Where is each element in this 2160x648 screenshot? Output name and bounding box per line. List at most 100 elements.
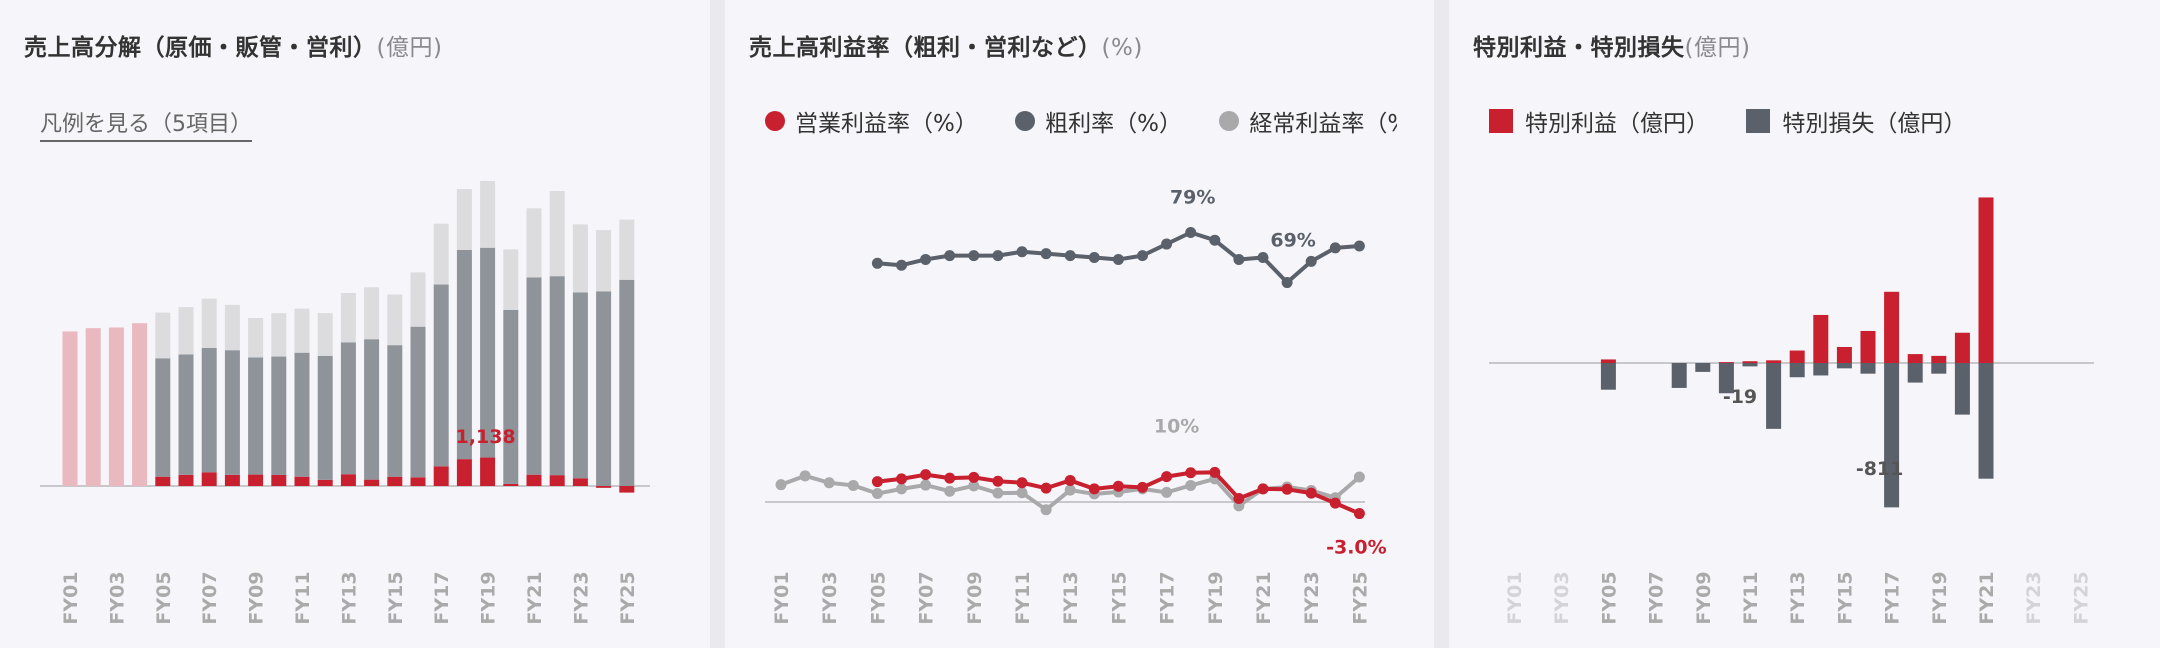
show-legend-link[interactable]: 凡例を見る（5項目） <box>40 106 252 142</box>
x-tick-label: FY19 <box>1205 571 1227 624</box>
ordinary-margin-point <box>920 479 932 491</box>
gross-margin-point <box>1185 227 1197 238</box>
revenue-bar <box>85 328 101 486</box>
operating-margin-point <box>992 475 1004 487</box>
operating-margin-point <box>1161 471 1173 483</box>
operating-margin-point <box>896 473 907 485</box>
x-tick-label: FY21 <box>1253 571 1275 624</box>
special-loss-bar <box>1789 363 1805 378</box>
special-gain-bar <box>1718 362 1734 363</box>
operating-margin-point <box>1281 483 1293 495</box>
sga-bar <box>364 339 380 480</box>
ordinary-margin-point <box>944 485 956 497</box>
revenue-chart: 1,138 FY01 FY03 FY05 FY07 FY09 FY11 FY13 FY15 FY1… <box>40 180 650 625</box>
gross-margin-point <box>1137 250 1148 262</box>
x-tick-label: FY15 <box>1834 571 1856 624</box>
x-tick-label: FY03 <box>106 571 128 624</box>
ordinary-margin-point <box>1185 479 1197 491</box>
special-gain-bar <box>1884 291 1900 363</box>
special-loss-bar <box>1931 363 1947 374</box>
x-tick-label: FY05 <box>153 571 175 624</box>
cost-bar <box>317 313 333 356</box>
x-tick-label: FY23 <box>570 571 592 624</box>
ordinary-margin-point <box>1353 471 1365 483</box>
special-loss-bar <box>1718 363 1734 394</box>
operating-margin-point <box>1233 493 1245 505</box>
margin-legend: 営業利益率（%） 粗利率（%） 経常利益率（%） <box>765 104 1397 138</box>
x-tick-label: FY01 <box>60 571 82 624</box>
gross-margin-point <box>1353 240 1365 252</box>
gross-margin-point <box>944 250 956 262</box>
x-tick-label: FY07 <box>916 571 938 624</box>
cost-bar <box>364 287 380 340</box>
sga-bar <box>201 347 217 473</box>
special-loss-bar <box>1954 363 1970 415</box>
operating-margin-point <box>1209 466 1221 478</box>
unit-label: (億円) <box>1684 35 1751 61</box>
special-gain-bar <box>1931 355 1947 363</box>
x-tick-label: FY13 <box>338 571 360 624</box>
cost-bar <box>503 249 519 310</box>
sga-bar <box>294 352 310 477</box>
operating-profit-bar <box>549 475 565 486</box>
x-tick-label: FY23 <box>2023 571 2045 624</box>
legend-item-special-loss[interactable]: 特別損失（億円） <box>1746 104 1966 138</box>
gross-margin-point <box>1257 252 1269 264</box>
cost-bar <box>456 189 472 250</box>
special-loss-bar <box>1907 363 1923 383</box>
special-loss-bar <box>1766 363 1782 429</box>
gross-margin-point <box>1305 255 1317 267</box>
special-items-panel: 特別利益・特別損失(億円) 特別利益（億円） 特別損失（億円） -19 -811 F… <box>1449 0 2160 648</box>
margin-chart: 79% 69% 10% -3.0% FY01 FY03 FY05 FY07 FY09 FY11 FY… <box>765 187 1387 625</box>
sga-bar <box>224 350 240 475</box>
legend-item-special-gain[interactable]: 特別利益（億円） <box>1489 104 1709 138</box>
x-tick-label: FY17 <box>431 571 453 624</box>
cost-bar <box>433 223 449 285</box>
legend-item-gross-margin[interactable]: 粗利率（%） <box>1015 104 1182 138</box>
operating-margin-point <box>1064 474 1076 486</box>
gross-margin-point <box>1329 242 1341 254</box>
x-tick-label: FY03 <box>1551 571 1573 624</box>
gross-margin-point <box>1088 252 1100 264</box>
panel-title: 売上高分解（原価・販管・営利）(億円) <box>24 35 443 61</box>
legend-item-ordinary-margin[interactable]: 経常利益率（%） <box>1219 104 1397 138</box>
operating-profit-bar <box>364 479 380 486</box>
cost-bar <box>340 293 356 343</box>
x-tick-label: FY11 <box>1012 571 1034 624</box>
operating-margin-point <box>1088 483 1100 495</box>
ordinary-margin-point <box>1040 504 1052 516</box>
ordinary-margin-point <box>871 488 883 500</box>
cost-bar <box>480 180 496 248</box>
operating-margin-point <box>1329 497 1341 509</box>
sga-bar <box>549 276 565 476</box>
ordinary-margin-point <box>1064 484 1076 496</box>
operating-profit-bar <box>271 474 287 486</box>
special-gain-bar <box>1978 197 1994 363</box>
operating-profit-bar <box>410 477 426 486</box>
x-tick-label: FY21 <box>1976 571 1998 624</box>
x-tick-label: FY19 <box>478 571 500 624</box>
legend-item-operating-margin[interactable]: 営業利益率（%） <box>765 104 978 138</box>
special-gain-bar <box>1600 359 1616 363</box>
sga-bar <box>248 357 264 475</box>
ordinary-margin-point <box>1161 486 1173 498</box>
operating-margin-point <box>1016 477 1028 489</box>
x-tick-label: FY15 <box>1108 571 1130 624</box>
cost-bar <box>572 224 588 293</box>
cost-bar <box>294 308 310 353</box>
cost-bar <box>549 190 565 277</box>
cost-bar <box>178 307 194 355</box>
operating-margin-point <box>871 476 883 488</box>
operating-profit-bar <box>433 466 449 486</box>
sga-bar <box>456 249 472 460</box>
operating-profit-bar <box>387 476 403 486</box>
sga-bar <box>503 309 519 484</box>
gross-margin-point <box>1281 277 1293 289</box>
cost-bar <box>271 313 287 357</box>
x-tick-label: FY21 <box>524 571 546 624</box>
special-gain-bar <box>1766 360 1782 363</box>
ordinary-margin-point <box>775 479 787 491</box>
x-tick-label: FY07 <box>1646 571 1668 624</box>
cost-bar <box>410 272 426 327</box>
x-tick-label: FY09 <box>1693 571 1715 624</box>
